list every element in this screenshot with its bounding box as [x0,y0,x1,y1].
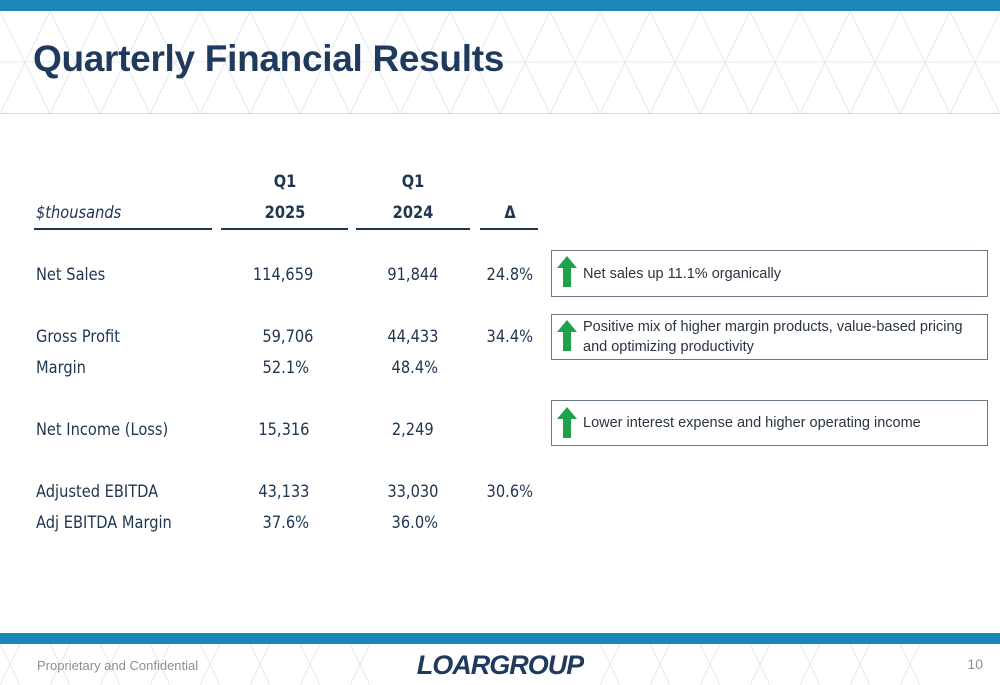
header-underline [356,228,470,230]
row-value-q1-2024: 48.4% [391,358,438,378]
row-label: Adj EBITDA Margin [36,513,172,533]
row-label: Gross Profit [36,327,120,347]
row-value-delta: 24.8% [486,265,533,285]
header-underline [221,228,348,230]
row-value-q1-2024: 44,433 [386,327,438,347]
row-value-q1-2025: 43,133 [257,482,309,502]
loar-group-logo: LOARGROUP [417,650,584,679]
note-box: Lower interest expense and higher operat… [551,400,988,446]
up-arrow-icon [557,407,577,438]
col-q1-2024-header-line1: Q1 [401,172,425,192]
row-label: Adjusted EBITDA [36,482,159,502]
row-value-delta: 30.6% [486,482,533,502]
col-q1-2024-header-line2: 2024 [392,203,434,223]
row-value-q1-2025: 37.6% [262,513,309,533]
note-text: Net sales up 11.1% organically [583,266,782,282]
up-arrow-icon [557,320,577,351]
row-value-delta: 34.4% [486,327,533,347]
row-value-q1-2025: 15,316 [257,420,309,440]
note-text: Positive mix of higher margin products, … [583,319,963,335]
col-delta-header: Δ [504,203,516,223]
row-label: Net Sales [36,265,106,285]
note-text: and optimizing productivity [583,339,754,355]
row-value-q1-2024: 36.0% [391,513,438,533]
header-underline [34,228,212,230]
header-underline [480,228,538,230]
up-arrow-icon [557,256,577,287]
logo-text: LOARGROUP [417,650,584,679]
col-q1-2025-header-line1: Q1 [273,172,297,192]
row-value-q1-2024: 33,030 [386,482,438,502]
row-value-q1-2025: 114,659 [252,265,313,285]
footer-geometric-pattern [0,644,921,685]
row-value-q1-2025: 59,706 [261,327,313,347]
page-number: 10 [967,656,983,672]
note-box: Positive mix of higher margin products, … [551,314,988,360]
col-q1-2025-header-line2: 2025 [264,203,306,223]
unit-label: $thousands [36,203,122,223]
row-label: Margin [36,358,86,378]
footer-confidential: Proprietary and Confidential [37,658,199,673]
row-value-q1-2025: 52.1% [262,358,309,378]
note-box: Net sales up 11.1% organically [551,250,988,297]
bottom-accent-bar [0,633,1000,644]
row-value-q1-2024: 91,844 [386,265,438,285]
slide-title: Quarterly Financial Results [33,38,505,79]
note-text: Lower interest expense and higher operat… [583,415,921,431]
row-label: Net Income (Loss) [36,420,169,440]
row-value-q1-2024: 2,249 [392,420,434,440]
header-geometric-pattern [0,11,1000,114]
header-divider [0,113,1000,114]
top-accent-bar [0,0,1000,11]
